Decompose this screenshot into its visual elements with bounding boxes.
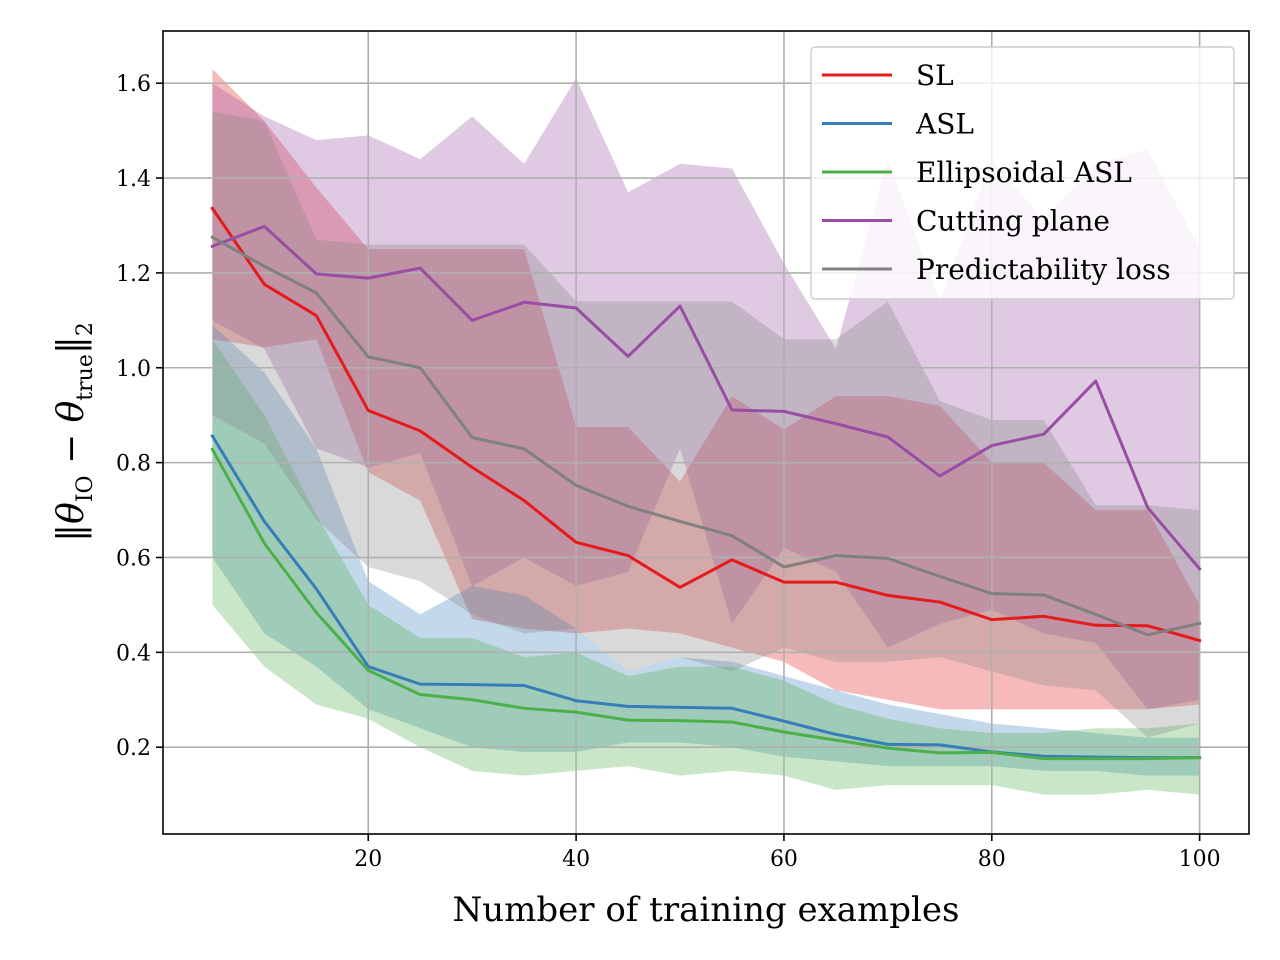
y-tick-label: 0.4	[116, 641, 151, 666]
y-tick-label: 1.4	[116, 167, 151, 192]
x-axis-title: Number of training examples	[452, 890, 959, 930]
x-tick-label: 80	[978, 847, 1006, 872]
series-line-sl	[210, 206, 1202, 643]
svg-text:‖θIO − θtrue‖2: ‖θIO − θtrue‖2	[51, 322, 98, 542]
y-axis-title-theta2: θ	[51, 400, 92, 422]
y-axis-title-open: ‖	[51, 524, 92, 542]
series-line-asl	[210, 433, 1202, 760]
series-lines	[210, 206, 1202, 761]
legend-label-predictability-loss: Predictability loss	[916, 253, 1171, 286]
y-axis-title-minus: −	[51, 422, 92, 475]
legend-label-ellipsoidal-asl: Ellipsoidal ASL	[916, 156, 1132, 189]
confidence-bands	[212, 68, 1200, 795]
series-line-cutting-plane	[210, 224, 1202, 571]
plot-area-frame	[162, 30, 1250, 835]
y-tick-label: 0.2	[116, 736, 151, 761]
x-tick-label: 40	[562, 847, 590, 872]
x-tick-label: 100	[1179, 847, 1221, 872]
series-line-predictability-loss	[210, 235, 1202, 637]
y-tick-label: 1.2	[116, 262, 151, 287]
band-sl	[212, 68, 1200, 710]
y-axis-title-sub-true: true	[73, 354, 98, 401]
legend-label-sl: SL	[916, 59, 954, 92]
y-tick-label: 1.6	[116, 72, 151, 97]
y-tick-label: 0.6	[116, 546, 151, 571]
legend-frame	[810, 46, 1235, 300]
band-asl	[212, 325, 1200, 776]
band-cutting-plane	[212, 78, 1200, 710]
y-axis-title-sub-io: IO	[73, 475, 98, 502]
y-axis-title-sub-2: 2	[73, 322, 98, 336]
x-axis: 20 40 60 80 100	[354, 834, 1221, 872]
legend-label-cutting-plane: Cutting plane	[916, 205, 1110, 238]
series-line-ellipsoidal-asl	[210, 447, 1202, 761]
band-ellipsoidal-asl	[212, 339, 1200, 795]
y-axis-title-theta1: θ	[51, 502, 92, 524]
y-axis-title-close: ‖	[51, 336, 92, 354]
legend: SL ASL Ellipsoidal ASL Cutting plane Predict…	[810, 46, 1235, 300]
x-tick-label: 60	[770, 847, 798, 872]
y-tick-label: 0.8	[116, 452, 151, 477]
y-tick-label: 1.0	[116, 357, 151, 382]
legend-label-asl: ASL	[915, 108, 974, 141]
y-axis: 0.2 0.4 0.6 0.8 1.0 1.2 1.4 1.6	[116, 72, 163, 761]
y-axis-title: ‖θIO − θtrue‖2	[51, 322, 98, 542]
x-tick-label: 20	[354, 847, 382, 872]
